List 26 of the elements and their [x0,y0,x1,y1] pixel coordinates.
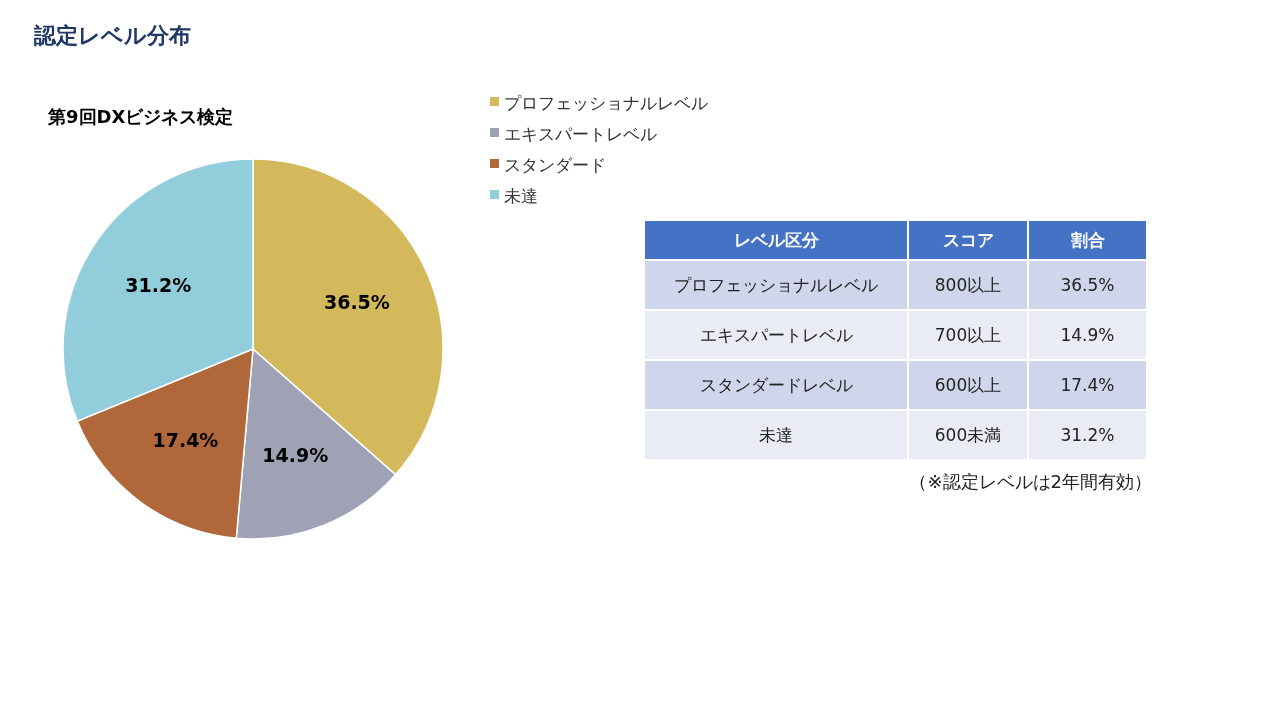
data-label: 36.5% [323,290,390,313]
text: 31.2% [1060,424,1115,445]
data-label: 17.4% [152,429,219,452]
text: 14.9% [1060,324,1115,345]
chart-title: 認定レベル分布 [33,23,191,48]
text: エキスパートレベル [699,324,853,345]
legend-label: エキスパートレベル [504,123,657,144]
text: プロフェッショナルレベル [674,274,878,295]
text: （※認定レベルは2年間有効） [909,471,1152,492]
text: 17.4% [1060,374,1115,395]
text: 第9回DXビジネス検定 [47,106,234,127]
text: スタンダードレベル [699,374,853,395]
text: 700以上 [934,324,1002,345]
text: 未達 [759,424,793,445]
legend-label: スタンダード [504,154,606,175]
legend-label: プロフェッショナルレベル [504,92,708,113]
text: 800以上 [934,274,1002,295]
text: レベル区分 [733,229,820,250]
text: スコア [942,229,994,250]
text: 割合 [1069,229,1105,250]
text: 600以上 [934,374,1002,395]
text: 36.5% [1060,274,1115,295]
data-label: 31.2% [125,274,192,297]
text: 600未満 [934,424,1002,445]
data-label: 14.9% [262,443,329,466]
legend-label: 未達 [504,185,538,206]
